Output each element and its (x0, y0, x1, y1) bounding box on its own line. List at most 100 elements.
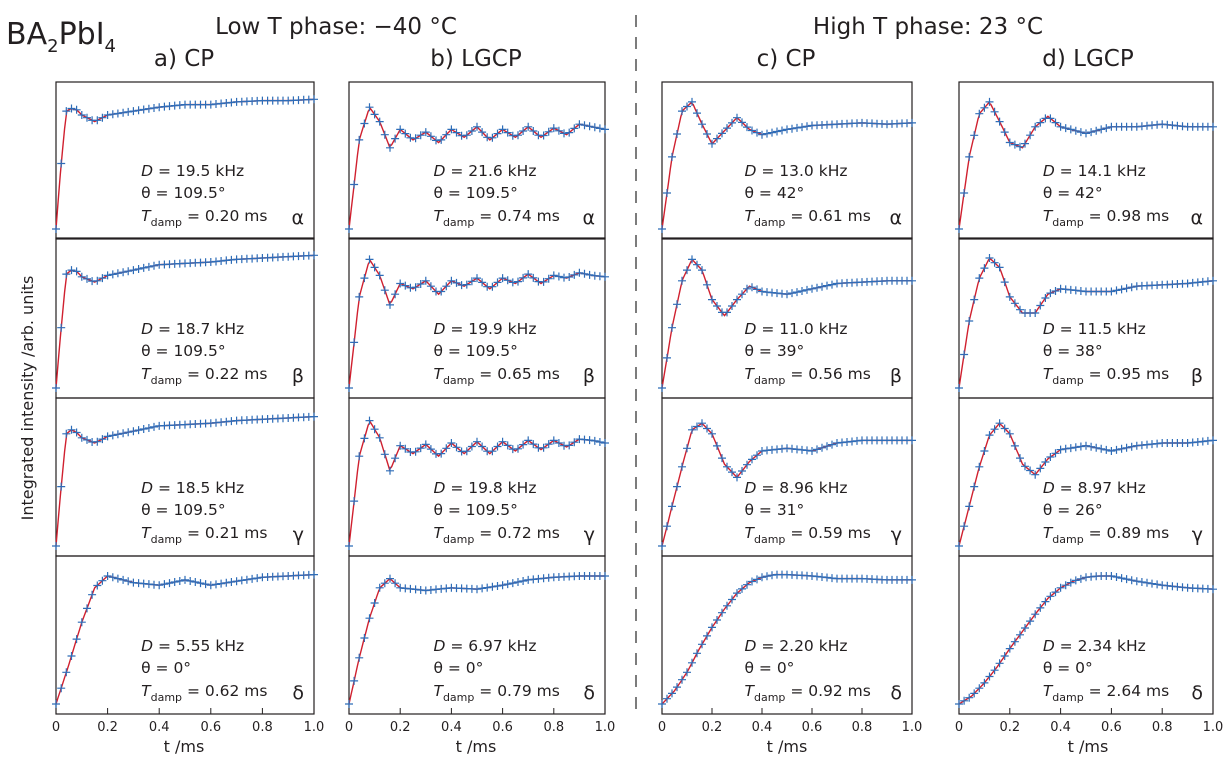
data-point (529, 273, 538, 282)
dipolar-symbol: D (1043, 637, 1055, 655)
data-point (442, 584, 451, 593)
dipolar-symbol: D (141, 479, 153, 497)
data-point (985, 97, 994, 106)
damping-label: Tdamp = 0.59 ms (745, 524, 871, 546)
data-point (462, 131, 471, 140)
data-point (1051, 287, 1060, 295)
angle-label: θ = 0° (1043, 659, 1093, 677)
data-point (1117, 285, 1126, 294)
dipolar-value: = 2.34 kHz (1055, 637, 1146, 655)
data-point (1036, 603, 1045, 612)
phase-title-high: High T phase: 23 °C (813, 14, 1043, 40)
data-point (723, 462, 731, 471)
data-point (590, 436, 599, 445)
data-point (955, 700, 963, 708)
data-point (355, 135, 364, 144)
panel-frame (348, 81, 606, 240)
data-point (370, 599, 379, 607)
damping-subscript: damp (151, 216, 182, 229)
dipolar-value: = 19.5 kHz (153, 162, 244, 180)
data-point (222, 578, 231, 587)
dipolar-symbol: D (433, 320, 445, 338)
data-point (1209, 122, 1217, 131)
data-point (519, 577, 528, 585)
data-point (743, 580, 751, 589)
data-point (473, 122, 481, 131)
data-point (124, 428, 133, 437)
panel-d-3: D = 8.97 kHz θ = 26° Tdamp = 0.89 ms γ (955, 397, 1217, 557)
data-point (170, 578, 179, 586)
data-point (554, 126, 563, 135)
data-point (242, 575, 251, 584)
data-point (580, 121, 589, 130)
damping-label: Tdamp = 0.79 ms (433, 682, 559, 704)
data-point (524, 270, 533, 279)
dipolar-coupling-label: D = 2.20 kHz (745, 637, 848, 655)
data-point (310, 570, 318, 579)
data-point (478, 584, 487, 593)
data-point (1076, 574, 1085, 583)
data-point (350, 497, 359, 506)
data-point (743, 123, 751, 132)
panel-a-4: 0 0.2 0.4 0.6 0.8 1.0 D = 5.55 kHz θ = 0° Tdamp … (52, 555, 324, 735)
damping-subscript: damp (443, 533, 474, 546)
data-point (595, 438, 604, 446)
panel-frame (958, 81, 1214, 240)
data-point (1041, 597, 1050, 606)
data-point (753, 128, 761, 137)
data-point (350, 676, 359, 685)
data-point (52, 225, 60, 233)
site-label: δ (1191, 682, 1203, 704)
data-point (426, 132, 435, 141)
data-point (703, 130, 711, 138)
data-point (768, 128, 776, 137)
data-point (124, 577, 133, 586)
data-point (478, 278, 487, 287)
data-point (580, 269, 589, 278)
x-tick-label: 0.8 (252, 720, 273, 735)
dipolar-value: = 14.1 kHz (1055, 162, 1146, 180)
data-point (748, 126, 756, 135)
x-tick-label: 0 (658, 720, 666, 735)
damping-symbol: T (141, 365, 152, 383)
data-point (52, 542, 60, 550)
damping-label: Tdamp = 0.89 ms (1043, 524, 1169, 546)
data-point (1026, 617, 1035, 626)
damping-label: Tdamp = 0.22 ms (141, 365, 267, 387)
data-point (1031, 309, 1040, 317)
data-point (1092, 126, 1101, 135)
data-point (165, 579, 174, 588)
y-axis-label: Integrated intensity /arb. units (18, 276, 37, 521)
data-point (217, 579, 226, 588)
data-point (1122, 284, 1131, 293)
data-point (108, 573, 117, 582)
data-point (601, 439, 609, 447)
damping-value: = 0.20 ms (182, 207, 267, 225)
x-tick-label: 0.4 (752, 720, 773, 735)
data-point (960, 522, 969, 531)
data-point (1056, 583, 1065, 592)
data-point (698, 266, 706, 275)
data-point (663, 522, 671, 531)
damping-symbol: T (141, 682, 152, 700)
dipolar-coupling-label: D = 21.6 kHz (433, 162, 536, 180)
panel-a-2: D = 18.7 kHz θ = 109.5° Tdamp = 0.22 ms β (52, 237, 318, 399)
data-point (713, 302, 721, 310)
data-point (688, 255, 696, 264)
data-point (411, 447, 420, 456)
data-point (554, 439, 563, 447)
data-point (181, 575, 189, 584)
dipolar-value: = 8.96 kHz (756, 479, 847, 497)
data-point (93, 437, 102, 446)
data-point (119, 575, 128, 584)
data-point (144, 424, 153, 432)
data-point (391, 454, 400, 463)
data-point (529, 440, 538, 449)
data-point (57, 684, 66, 693)
dipolar-value: = 8.97 kHz (1055, 479, 1146, 497)
angle-label: θ = 109.5° (141, 342, 225, 360)
damping-label: Tdamp = 0.92 ms (745, 682, 871, 704)
data-point (72, 267, 81, 276)
data-point (83, 435, 91, 444)
